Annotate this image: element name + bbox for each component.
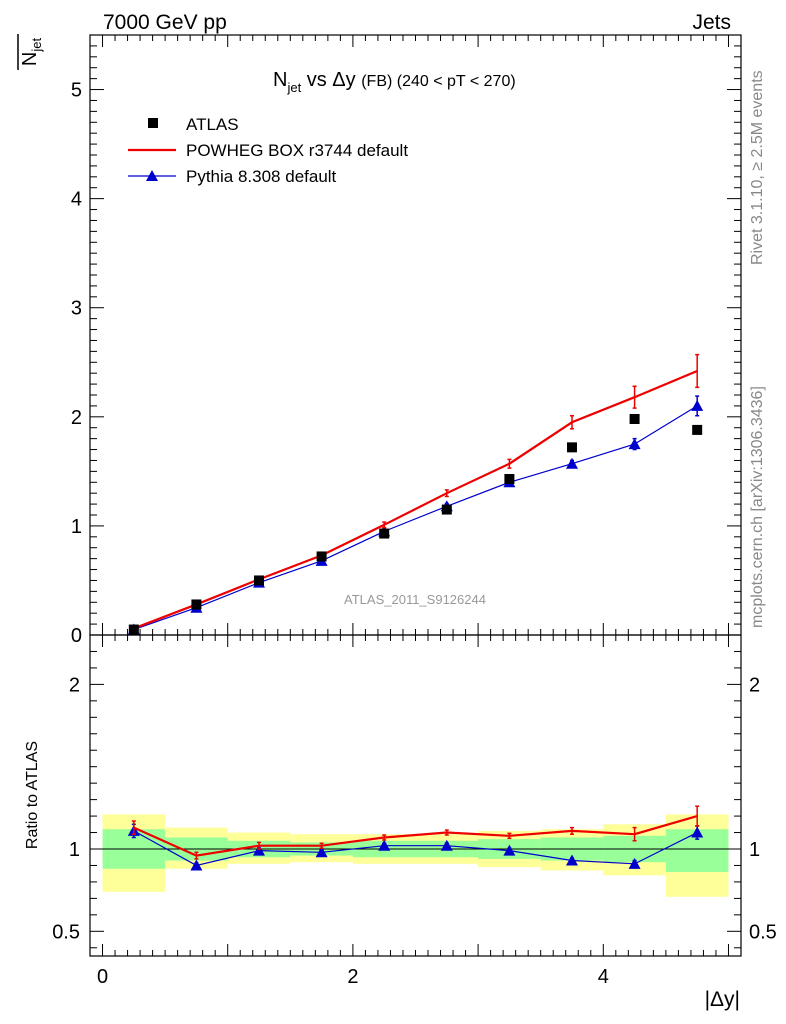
point-atlas: [441, 504, 452, 515]
ratio-plot-frame: [89, 634, 742, 957]
line-pythia: [133, 405, 698, 631]
legend-label-powheg: POWHEG BOX r3744 default: [186, 141, 408, 160]
legend-marker-atlas: [148, 118, 158, 128]
y-tick-label: 3: [71, 298, 82, 320]
y-tick-label: 1: [71, 516, 82, 538]
ratio-point-pythia: [253, 844, 266, 856]
x-tick-label: 4: [598, 966, 609, 988]
point-atlas: [692, 424, 703, 435]
ratio-y-tick-label: 1: [69, 839, 80, 861]
point-pythia: [691, 399, 704, 411]
x-tick-label: 2: [347, 966, 358, 988]
legend-label-atlas: ATLAS: [186, 115, 239, 134]
point-atlas: [504, 474, 515, 484]
ratio-point-pythia: [378, 839, 391, 851]
y-axis-label-text: Njet: [19, 38, 44, 67]
header-right: Jets: [692, 11, 731, 34]
ratio-line-pythia: [133, 830, 698, 867]
ratio-point-pythia: [503, 844, 516, 856]
ratio-point-pythia: [315, 846, 328, 858]
ratio-y-tick-label-right: 1: [749, 839, 760, 861]
point-atlas: [191, 599, 202, 610]
point-atlas: [629, 414, 640, 424]
legend-label-pythia: Pythia 8.308 default: [186, 167, 337, 186]
point-pythia: [565, 457, 578, 469]
side-label-events: Rivet 3.1.10, ≥ 2.5M events: [749, 70, 766, 265]
ratio-y-tick-label-right: 0.5: [749, 921, 777, 943]
x-tick-label: 0: [97, 966, 108, 988]
x-axis-label: |Δy|: [705, 988, 740, 1011]
legend: ATLAS POWHEG BOX r3744 default Pythia 8.30…: [128, 115, 408, 186]
header-left: 7000 GeV pp: [103, 11, 227, 34]
y-axis-label: Njet: [17, 34, 44, 70]
y-tick-label: 4: [71, 189, 82, 211]
y-tick-label: 2: [71, 407, 82, 429]
ratio-y-tick-label-right: 2: [749, 674, 760, 696]
ratio-point-pythia: [440, 839, 453, 851]
point-atlas: [566, 442, 577, 453]
point-pythia: [628, 438, 641, 450]
y-tick-label: 0: [71, 625, 82, 647]
ratio-y-tick-label: 2: [69, 674, 80, 696]
ratio-line-powheg: [133, 815, 698, 857]
ratio-y-tick-label: 0.5: [52, 921, 80, 943]
ratio-point-pythia: [628, 857, 641, 869]
ratio-point-pythia: [565, 854, 578, 866]
point-atlas: [128, 624, 139, 635]
point-atlas: [254, 575, 265, 586]
ratio-point-pythia: [691, 826, 704, 838]
line-powheg: [133, 369, 698, 630]
side-label-source: mcplots.cern.ch [arXiv:1306.3436]: [749, 386, 766, 628]
watermark: ATLAS_2011_S9126244: [344, 592, 486, 607]
ratio-y-axis-label: Ratio to ATLAS: [24, 741, 41, 849]
legend-marker-pythia: [146, 170, 158, 181]
y-tick-label: 5: [71, 80, 82, 102]
ratio-point-pythia: [190, 859, 203, 871]
point-atlas: [316, 551, 327, 562]
point-atlas: [379, 528, 390, 539]
plot-title: Njet vs Δy (FB) (240 < pT < 270): [273, 69, 516, 95]
